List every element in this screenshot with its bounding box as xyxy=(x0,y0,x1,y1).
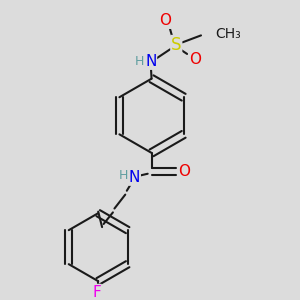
Text: H: H xyxy=(134,55,144,68)
Text: S: S xyxy=(171,36,181,54)
Text: H: H xyxy=(119,169,128,182)
Text: O: O xyxy=(178,164,190,179)
Text: F: F xyxy=(92,284,101,299)
Text: O: O xyxy=(189,52,201,67)
Text: O: O xyxy=(160,13,172,28)
Text: N: N xyxy=(145,54,157,69)
Text: N: N xyxy=(129,170,140,185)
Text: CH₃: CH₃ xyxy=(215,27,241,41)
